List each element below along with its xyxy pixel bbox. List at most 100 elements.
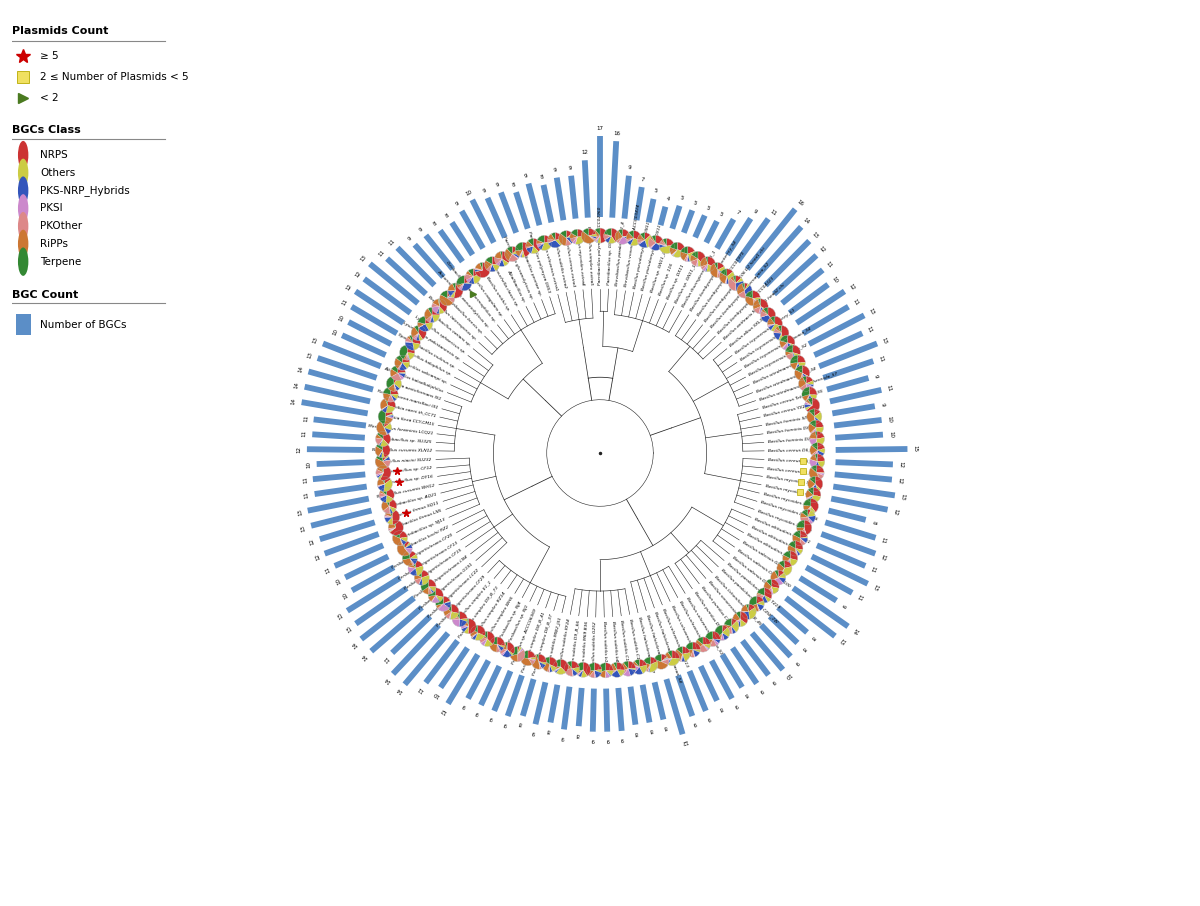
Text: Bacillus cereus D6_B_42: Bacillus cereus D6_B_42	[768, 467, 821, 475]
Wedge shape	[738, 291, 745, 298]
Wedge shape	[560, 231, 566, 238]
Wedge shape	[490, 265, 496, 272]
Text: Mesobacillus foraminis LCQ21: Mesobacillus foraminis LCQ21	[367, 424, 433, 436]
Text: 9: 9	[475, 709, 480, 715]
Text: 5: 5	[718, 211, 724, 217]
Text: Bacillus sp. GN11_2: Bacillus sp. GN11_2	[649, 251, 667, 294]
Text: Peribacillus frigoritolerans G1S1: Peribacillus frigoritolerans G1S1	[419, 562, 474, 611]
Text: Bacillus wiedmannii LN15: Bacillus wiedmannii LN15	[752, 358, 805, 385]
Wedge shape	[499, 642, 508, 650]
Wedge shape	[460, 619, 467, 622]
Wedge shape	[402, 361, 409, 369]
Wedge shape	[460, 619, 467, 627]
Text: 8: 8	[547, 728, 551, 733]
Wedge shape	[811, 450, 817, 457]
Wedge shape	[528, 658, 535, 664]
Wedge shape	[810, 459, 817, 461]
Wedge shape	[437, 603, 443, 610]
Text: Bacillus velezensis Canada_S1: Bacillus velezensis Canada_S1	[685, 596, 724, 655]
Wedge shape	[628, 238, 634, 245]
Text: PKOther: PKOther	[40, 221, 82, 231]
Wedge shape	[467, 619, 468, 626]
Wedge shape	[661, 658, 668, 661]
Text: 9: 9	[692, 720, 697, 727]
Wedge shape	[761, 311, 768, 317]
Text: Bacillus subtilis b4: Bacillus subtilis b4	[611, 621, 618, 661]
Wedge shape	[800, 536, 808, 538]
Text: 9: 9	[770, 679, 776, 684]
Text: Bacillus mycoides SIN2.2: Bacillus mycoides SIN2.2	[763, 492, 816, 509]
Wedge shape	[806, 398, 820, 413]
Wedge shape	[806, 383, 814, 387]
Wedge shape	[481, 639, 487, 646]
Wedge shape	[539, 661, 541, 670]
Wedge shape	[415, 570, 421, 578]
Wedge shape	[443, 601, 450, 603]
Wedge shape	[407, 352, 415, 360]
Text: 12: 12	[898, 461, 904, 468]
Wedge shape	[809, 467, 820, 480]
Wedge shape	[800, 373, 804, 381]
Wedge shape	[475, 263, 490, 277]
Wedge shape	[643, 657, 650, 664]
Wedge shape	[713, 631, 720, 640]
Wedge shape	[749, 596, 757, 606]
Text: 10: 10	[335, 576, 342, 585]
Wedge shape	[432, 315, 439, 323]
Wedge shape	[577, 670, 583, 674]
Wedge shape	[377, 477, 385, 486]
Wedge shape	[410, 558, 418, 564]
Text: 11: 11	[856, 593, 863, 601]
Wedge shape	[688, 251, 695, 261]
Wedge shape	[406, 342, 414, 351]
Wedge shape	[385, 510, 392, 517]
Wedge shape	[538, 236, 544, 243]
Wedge shape	[478, 625, 485, 636]
Wedge shape	[718, 270, 725, 275]
Wedge shape	[402, 541, 404, 548]
Text: Cytobacillus kochii RZ2: Cytobacillus kochii RZ2	[402, 525, 450, 551]
Wedge shape	[461, 284, 472, 291]
Text: 8: 8	[635, 729, 638, 735]
Wedge shape	[408, 562, 415, 568]
Wedge shape	[414, 573, 421, 580]
Wedge shape	[714, 263, 718, 270]
Wedge shape	[445, 604, 451, 612]
Wedge shape	[617, 662, 624, 670]
Wedge shape	[611, 670, 620, 678]
Wedge shape	[400, 537, 408, 542]
Wedge shape	[674, 650, 683, 661]
Text: Neobacillus niacini SU232: Neobacillus niacini SU232	[376, 458, 432, 464]
Wedge shape	[377, 484, 385, 487]
Wedge shape	[425, 316, 432, 323]
Text: 14: 14	[350, 640, 359, 648]
Wedge shape	[445, 612, 451, 619]
Wedge shape	[781, 566, 792, 575]
Wedge shape	[418, 323, 425, 327]
Wedge shape	[421, 570, 428, 578]
Wedge shape	[536, 243, 544, 247]
Wedge shape	[532, 654, 540, 670]
Wedge shape	[390, 369, 397, 377]
Wedge shape	[378, 484, 385, 487]
Wedge shape	[811, 484, 815, 490]
Wedge shape	[475, 632, 485, 641]
Wedge shape	[672, 250, 677, 255]
Wedge shape	[778, 325, 781, 333]
Text: 8: 8	[433, 221, 438, 227]
Text: 11: 11	[865, 326, 874, 334]
Wedge shape	[388, 394, 394, 402]
Wedge shape	[490, 637, 497, 644]
Wedge shape	[431, 315, 434, 323]
Wedge shape	[452, 619, 460, 627]
Wedge shape	[454, 283, 463, 298]
Wedge shape	[433, 299, 439, 306]
Wedge shape	[506, 246, 512, 254]
Wedge shape	[466, 271, 473, 276]
Text: 14: 14	[294, 381, 300, 389]
Wedge shape	[805, 506, 811, 513]
Wedge shape	[752, 291, 761, 298]
Wedge shape	[392, 509, 400, 525]
Wedge shape	[517, 647, 522, 654]
Wedge shape	[800, 527, 805, 535]
